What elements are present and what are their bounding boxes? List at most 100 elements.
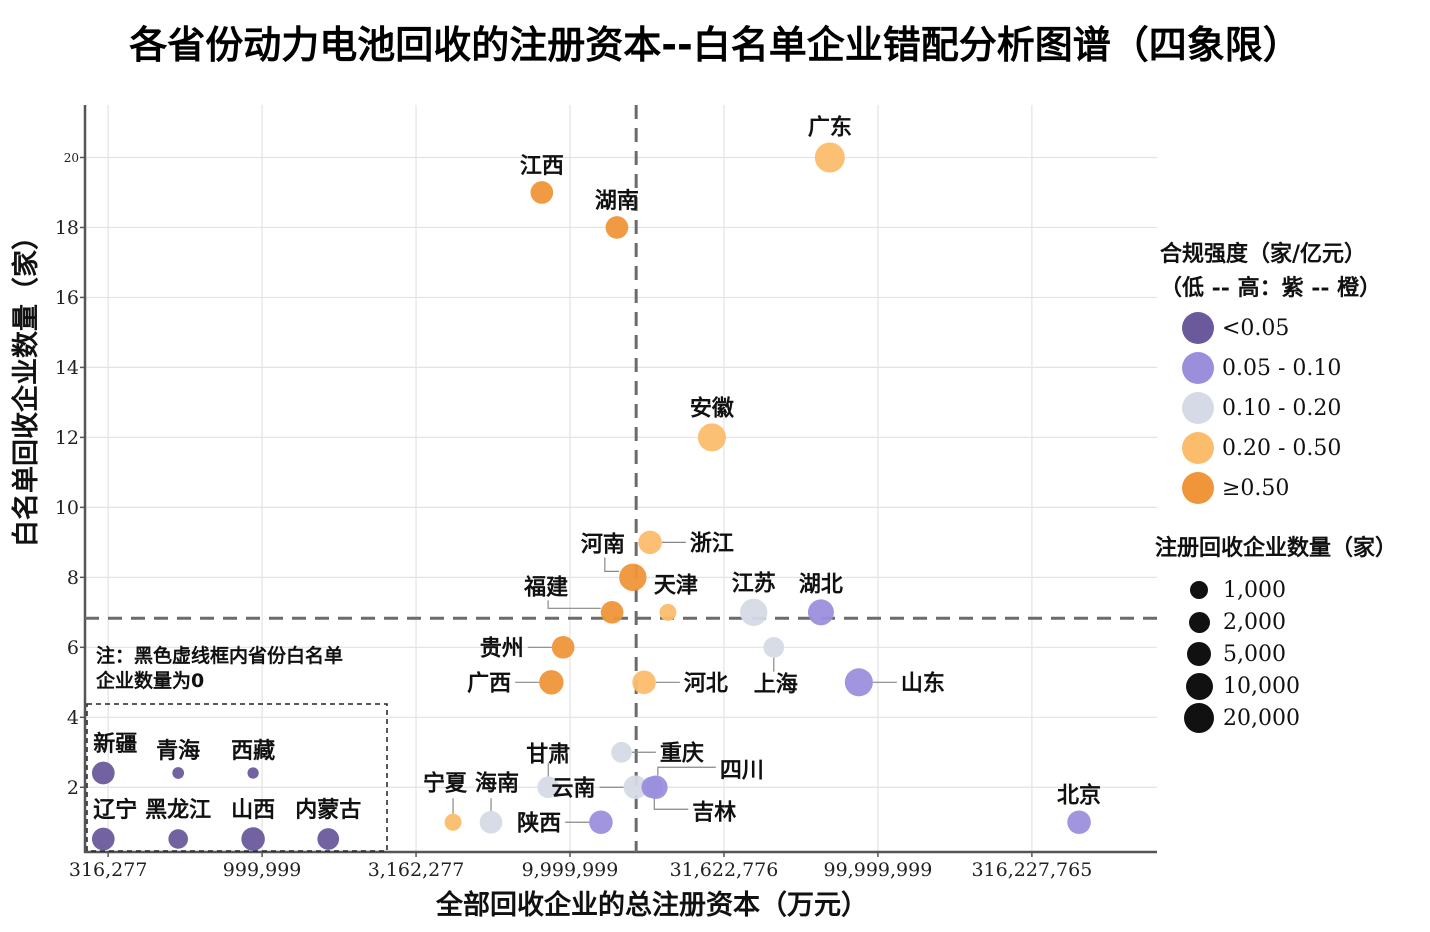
label-leader-lines <box>452 541 897 823</box>
point-label: 河南 <box>581 532 625 557</box>
color-legend-label: 0.05 - 0.10 <box>1222 355 1342 381</box>
data-point <box>539 670 564 695</box>
data-point <box>589 810 613 835</box>
color-legend-label: <0.05 <box>1222 315 1290 341</box>
size-legend-item: 10,000 <box>1179 670 1397 702</box>
tick-labels: 316,277 999,999 3,162,277 9,999,999 31,622,7… <box>55 151 1093 881</box>
point-label: 宁夏 <box>423 770 468 796</box>
point-label: 天津 <box>654 572 698 598</box>
x-tick-label: 999,999 <box>223 859 302 881</box>
color-legend-label: 0.10 - 0.20 <box>1222 395 1342 421</box>
data-point <box>611 741 632 763</box>
legend-swatch-icon <box>1182 352 1214 384</box>
color-legend-label: ≥0.50 <box>1222 475 1290 501</box>
y-tick-label: 14 <box>55 357 79 379</box>
data-point <box>697 423 726 452</box>
zero-province-label: 青海 <box>156 738 200 764</box>
data-points <box>444 142 1091 835</box>
data-point <box>479 810 503 834</box>
y-tick-label: 10 <box>55 497 79 519</box>
y-tick-label: 8 <box>67 567 79 589</box>
legend-swatch-icon <box>1182 472 1214 504</box>
zero-province-label: 西藏 <box>231 739 275 764</box>
x-tick-label: 3,162,277 <box>368 859 465 881</box>
size-dot-icon <box>1188 611 1210 633</box>
data-point <box>638 530 662 555</box>
size-legend-label: 20,000 <box>1223 705 1300 731</box>
point-label: 江西 <box>520 154 564 179</box>
point-label: 湖北 <box>799 572 843 597</box>
zero-province-label: 辽宁 <box>93 797 137 823</box>
point-label: 安徽 <box>690 395 735 421</box>
y-tick-label: 18 <box>55 217 79 239</box>
data-point <box>641 776 664 799</box>
point-label: 贵州 <box>480 636 524 661</box>
y-tick-label: 4 <box>67 707 79 729</box>
data-point <box>1067 810 1091 835</box>
zero-province-point <box>91 761 115 785</box>
x-tick-label: 99,999,999 <box>824 859 933 881</box>
y-axis-label: 白名单回收企业数量（家） <box>10 223 42 547</box>
point-label: 四川 <box>720 758 764 783</box>
zero-province-point <box>241 827 265 851</box>
data-point <box>763 636 785 658</box>
y-tick-label: 20 <box>64 151 79 165</box>
size-legend-label: 5,000 <box>1223 641 1286 667</box>
zero-province-label: 黑龙江 <box>145 798 211 823</box>
size-legend-item: 2,000 <box>1179 606 1397 638</box>
data-point <box>807 599 834 626</box>
data-point <box>632 670 656 695</box>
x-tick-label: 31,622,776 <box>670 859 779 881</box>
data-point <box>619 563 647 592</box>
size-dot-icon <box>1187 642 1211 666</box>
zero-province-label: 新疆 <box>93 731 137 757</box>
zero-province-point <box>91 827 115 851</box>
data-point <box>659 603 677 621</box>
x-axis-label: 全部回收企业的总注册资本（万元） <box>435 889 868 921</box>
data-point <box>530 181 554 204</box>
size-legend-item: 5,000 <box>1179 638 1397 670</box>
size-legend-label: 10,000 <box>1223 673 1300 699</box>
zero-province-label: 山西 <box>231 798 275 823</box>
color-legend-item: 0.10 - 0.20 <box>1182 388 1381 428</box>
size-legend-label: 2,000 <box>1223 609 1286 635</box>
size-legend-label: 1,000 <box>1223 577 1286 603</box>
data-point <box>600 600 624 624</box>
point-label: 广东 <box>808 114 852 140</box>
point-label: 云南 <box>552 776 596 801</box>
color-legend: 合规强度（家/亿元） （低 -- 高：紫 -- 橙） <0.05 0.05 - 0… <box>1160 236 1381 508</box>
data-point <box>551 635 575 659</box>
zero-province-point <box>168 829 188 849</box>
size-legend-title: 注册回收企业数量（家） <box>1155 535 1398 561</box>
point-label: 上海 <box>754 672 798 698</box>
point-label: 北京 <box>1057 782 1101 808</box>
y-tick-label: 16 <box>55 287 79 309</box>
data-point <box>814 142 845 173</box>
point-label: 江苏 <box>732 571 776 597</box>
color-legend-label: 0.20 - 0.50 <box>1222 435 1342 461</box>
y-tick-label: 12 <box>55 427 79 449</box>
label-leader <box>653 798 689 810</box>
label-leader <box>657 766 716 776</box>
point-label: 甘肃 <box>526 741 570 767</box>
color-legend-item: 0.05 - 0.10 <box>1182 348 1381 388</box>
y-tick-label: 6 <box>67 637 79 659</box>
point-label: 河北 <box>684 671 728 696</box>
point-label: 山东 <box>901 670 945 696</box>
color-legend-item: <0.05 <box>1182 308 1381 348</box>
data-point <box>623 775 648 800</box>
color-legend-item: ≥0.50 <box>1182 468 1381 508</box>
data-point <box>844 668 873 697</box>
color-legend-item: 0.20 - 0.50 <box>1182 428 1381 468</box>
legend-swatch-icon <box>1182 432 1214 464</box>
zero-province-point <box>317 828 340 850</box>
point-label: 湖南 <box>595 189 639 214</box>
size-dot-icon <box>1190 581 1208 599</box>
color-legend-subtitle: （低 -- 高：紫 -- 橙） <box>1160 275 1382 301</box>
size-legend-item: 20,000 <box>1179 702 1397 734</box>
data-point <box>605 216 629 239</box>
point-label: 浙江 <box>690 531 734 556</box>
data-point <box>740 598 768 627</box>
